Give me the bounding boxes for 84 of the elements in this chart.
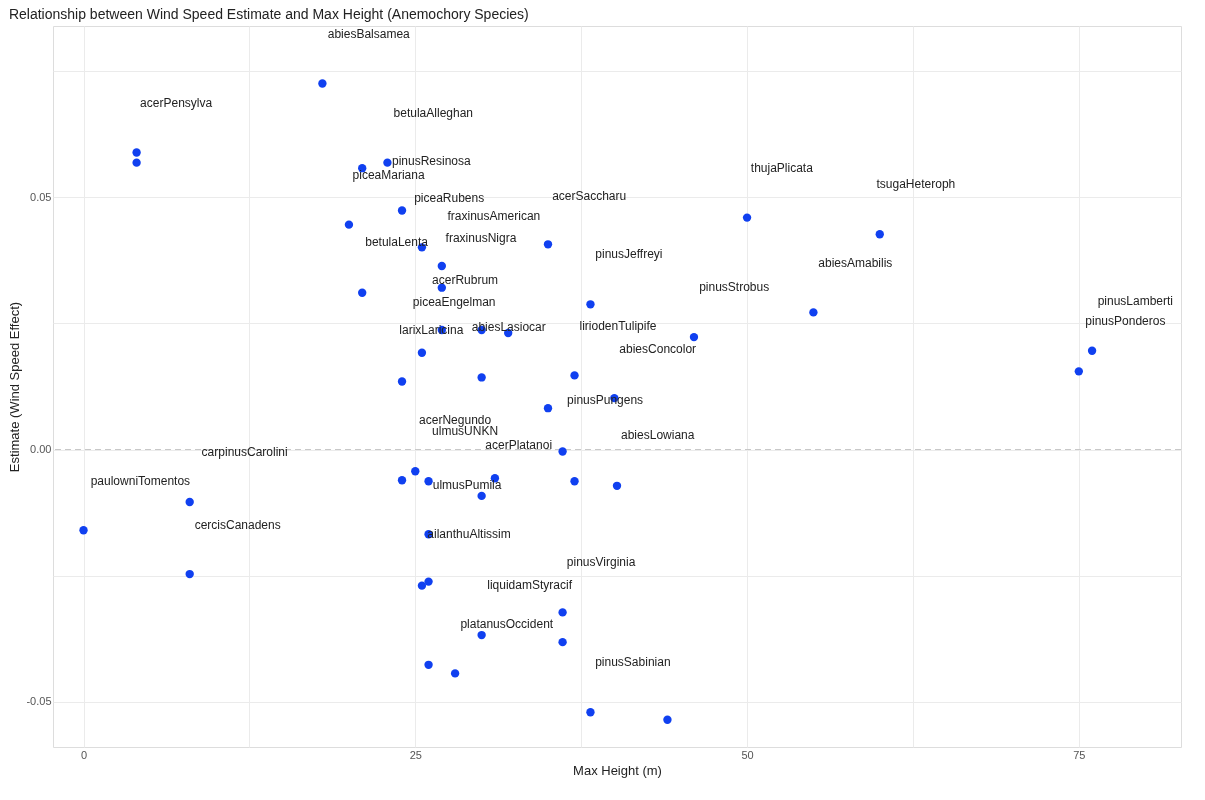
x-tick-label: 50 xyxy=(741,748,754,761)
point xyxy=(1074,367,1083,376)
x-axis-title: Max Height (m) xyxy=(573,762,662,778)
y-axis-title: Estimate (Wind Speed Effect) xyxy=(7,301,23,473)
annotation: ulmusPumila xyxy=(432,477,502,492)
x-tick-label: 75 xyxy=(1073,748,1086,761)
annotation: pinusResinosa xyxy=(391,153,471,168)
annotation: piceaMariana xyxy=(352,168,425,183)
annotation: pinusVirginia xyxy=(566,554,636,569)
point xyxy=(437,261,447,271)
annotation: acerRubrum xyxy=(432,273,499,288)
y-tick-label: -0.05 xyxy=(26,695,52,708)
point xyxy=(318,79,327,88)
annotation: pinusLamberti xyxy=(1097,293,1173,308)
point xyxy=(424,660,433,669)
point xyxy=(663,715,672,724)
point xyxy=(450,669,460,678)
point xyxy=(543,240,553,249)
x-tick-label: 25 xyxy=(409,748,422,761)
annotation: pinusPungens xyxy=(567,393,644,408)
point xyxy=(185,569,194,579)
point xyxy=(477,373,486,382)
point xyxy=(132,158,141,167)
point xyxy=(79,526,88,535)
y-tick-label: 0.05 xyxy=(30,190,52,203)
point xyxy=(477,491,486,501)
point xyxy=(397,206,407,215)
point xyxy=(477,630,486,640)
point xyxy=(558,637,567,647)
point xyxy=(558,447,567,456)
point xyxy=(411,467,420,476)
point xyxy=(558,608,567,617)
annotation: thujaPlicata xyxy=(750,160,814,175)
point xyxy=(570,477,579,486)
point xyxy=(1087,346,1097,355)
point xyxy=(397,377,407,386)
x-tick-label: 0 xyxy=(80,748,88,761)
annotation: liriodenTulipife xyxy=(579,319,657,334)
point xyxy=(185,497,194,507)
point xyxy=(875,230,884,239)
point xyxy=(689,332,699,342)
annotation: tsugaHeteroph xyxy=(876,177,956,192)
point xyxy=(742,213,752,222)
annotation: carpinusCarolini xyxy=(201,444,288,459)
annotation: fraxinusNigra xyxy=(445,230,517,245)
annotation: betulaAlleghan xyxy=(393,106,473,121)
annotation: pinusJeffreyi xyxy=(595,247,663,262)
annotation: cercisCanadens xyxy=(194,517,281,532)
annotation: fraxinusAmerican xyxy=(447,209,541,224)
point xyxy=(809,308,818,317)
point xyxy=(344,220,354,229)
point xyxy=(570,371,579,380)
point xyxy=(424,477,433,486)
annotation: abiesConcolor xyxy=(619,341,697,356)
point xyxy=(417,348,427,357)
annotation: piceaRubens xyxy=(414,190,485,205)
point xyxy=(417,581,427,590)
point xyxy=(586,300,595,309)
annotation: acerNegundo xyxy=(419,412,492,427)
annotation: pinusPonderos xyxy=(1085,314,1166,329)
point xyxy=(612,481,622,490)
annotation: piceaEngelman xyxy=(412,294,496,309)
annotation: betulaLenta xyxy=(365,235,429,249)
point xyxy=(586,708,595,717)
annotation: acerSaccharu xyxy=(552,188,627,203)
chart-title: Relationship between Wind Speed Estimate and Max Height (Anemochory Species) xyxy=(8,6,529,22)
annotation: paulowniTomentos xyxy=(90,473,191,488)
annotation: abiesAmabilis xyxy=(818,255,893,270)
annotation: acerPensylva xyxy=(140,96,213,111)
y-tick-label: 0.00 xyxy=(30,443,52,456)
annotation: abiesLowiana xyxy=(621,428,695,443)
point xyxy=(424,577,433,586)
annotation: abiesLasiocar xyxy=(471,320,546,335)
annotation: abiesBalsamea xyxy=(327,27,411,42)
annotation: liquidamStyracif xyxy=(487,577,573,592)
point xyxy=(383,158,392,167)
annotation: platanusOccident xyxy=(460,616,554,631)
annotation: pinusStrobus xyxy=(699,280,770,295)
point xyxy=(358,288,367,297)
point xyxy=(397,476,407,485)
point xyxy=(132,148,141,157)
point xyxy=(543,404,553,413)
annotation: acerPlatanoi xyxy=(485,437,553,452)
annotation: pinusSabinian xyxy=(595,654,671,669)
